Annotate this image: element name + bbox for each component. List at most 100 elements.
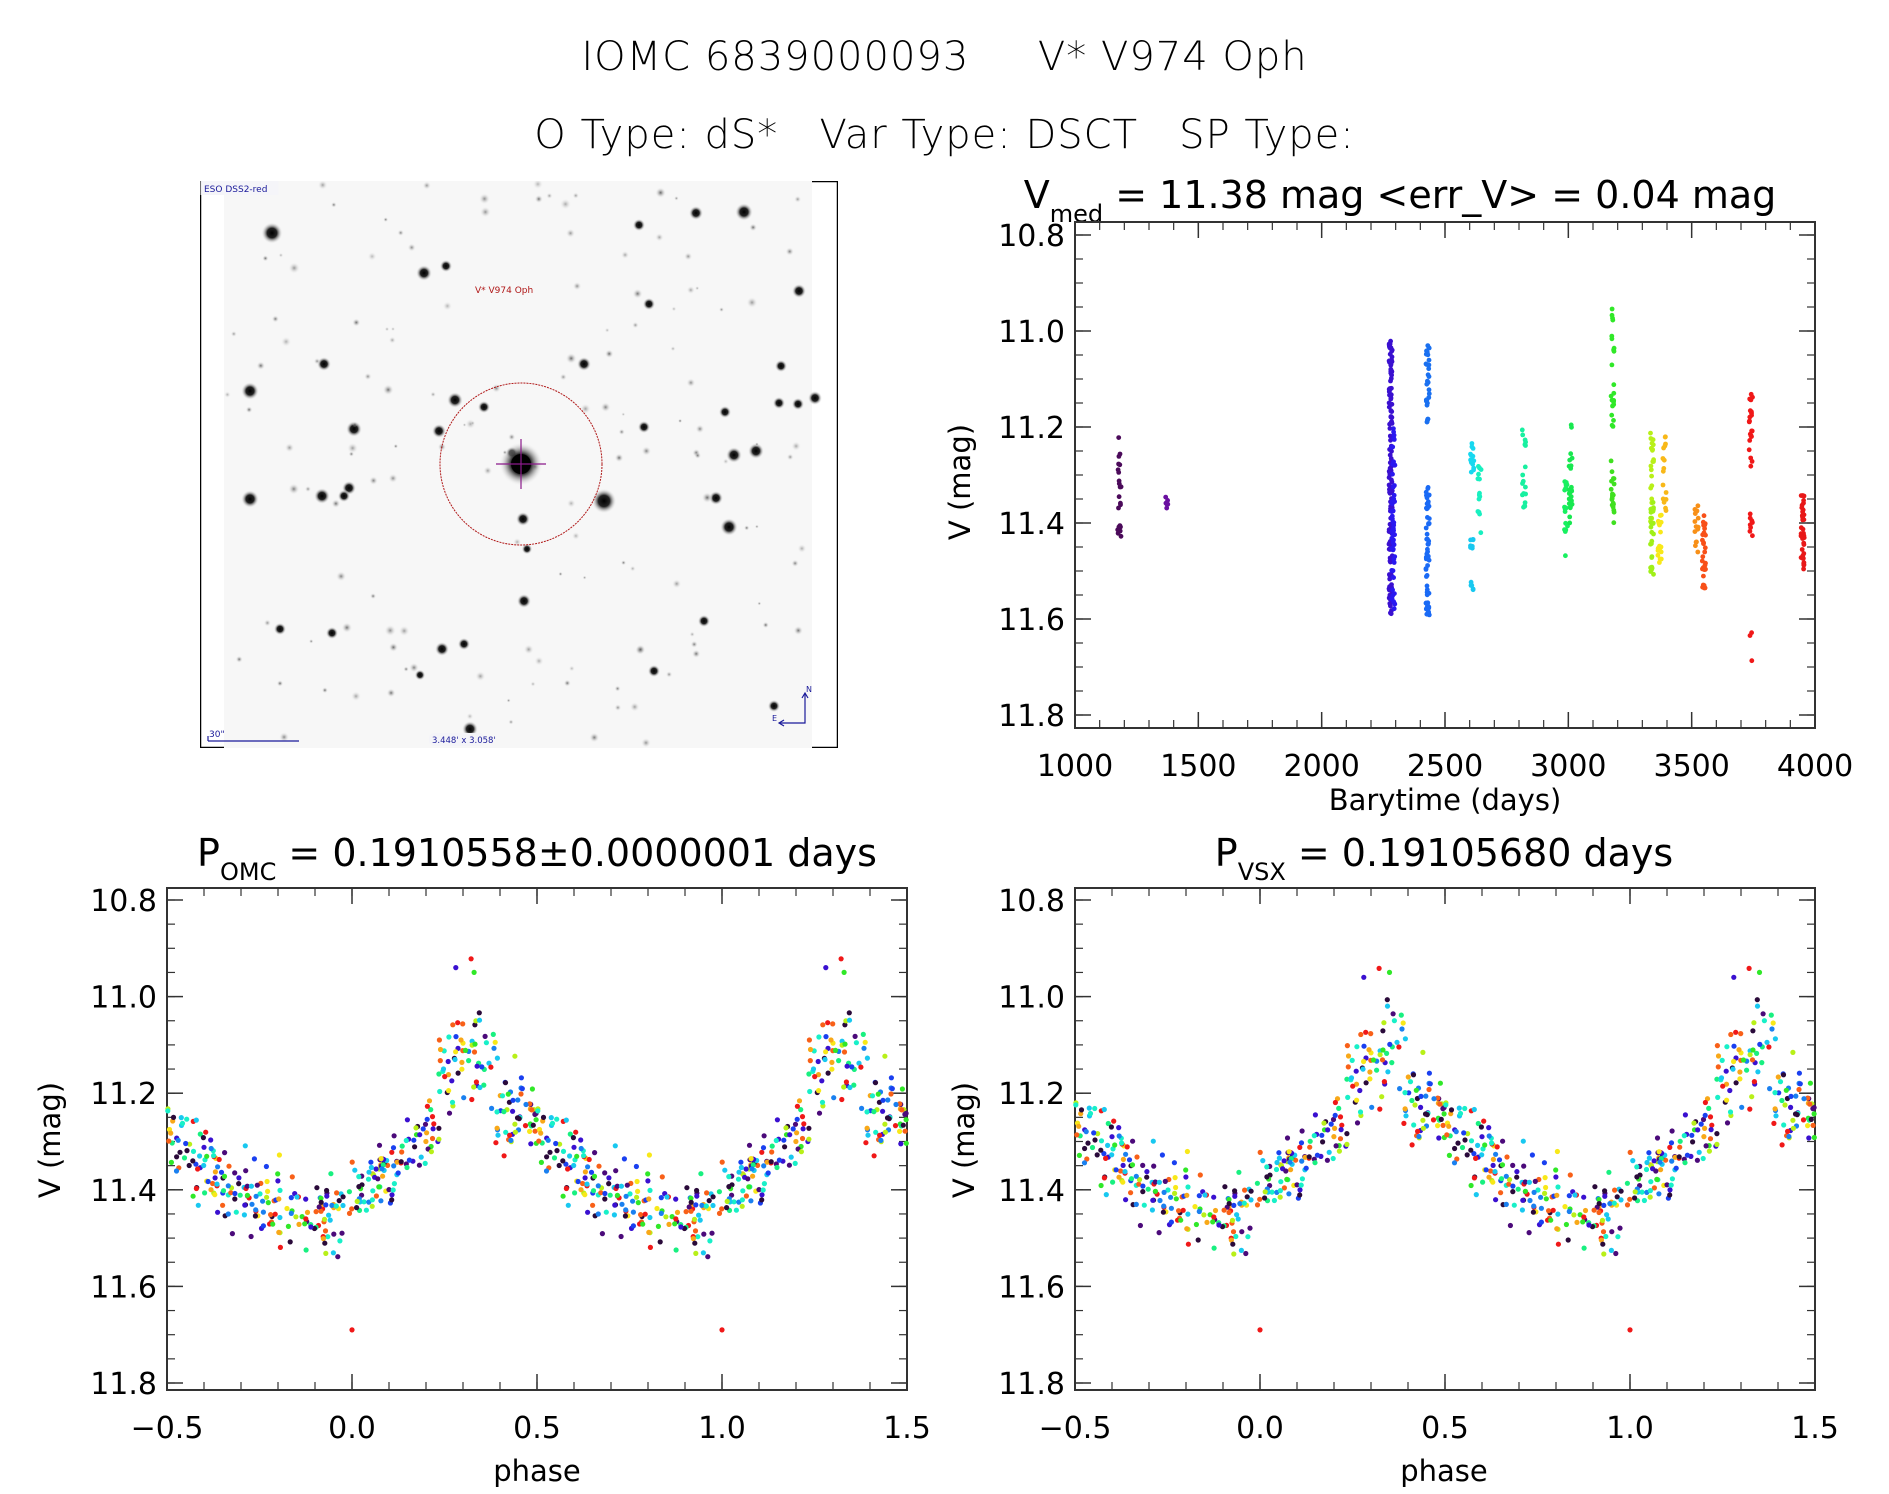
phase-vsx-ylabel: V (mag): [947, 1082, 981, 1198]
faint-star: [442, 301, 453, 311]
data-point: [1634, 1174, 1640, 1180]
data-point: [424, 1116, 430, 1122]
data-point: [1406, 1090, 1412, 1096]
data-point: [1424, 583, 1430, 589]
star: [688, 205, 704, 221]
x-tick-label: −0.5: [1039, 1411, 1112, 1446]
data-point: [843, 1079, 850, 1085]
x-tick-label: −0.5: [131, 1411, 204, 1446]
data-point: [417, 1132, 423, 1138]
data-point: [678, 1224, 684, 1230]
faint-star: [694, 451, 702, 460]
data-point: [1746, 965, 1752, 971]
data-point: [270, 1221, 276, 1227]
data-point: [302, 1221, 308, 1227]
data-point: [1398, 1012, 1404, 1018]
data-point: [707, 1238, 713, 1244]
data-point: [276, 1196, 282, 1202]
data-point: [1737, 1076, 1743, 1082]
data-point: [719, 1327, 725, 1333]
data-point: [1510, 1162, 1516, 1168]
data-point: [431, 1121, 437, 1127]
data-point: [1506, 1177, 1513, 1183]
data-point: [783, 1125, 789, 1131]
data-point: [1476, 464, 1481, 469]
data-point: [404, 1117, 410, 1123]
data-point: [1772, 1106, 1778, 1112]
data-point: [1185, 1184, 1191, 1190]
data-point: [1391, 426, 1396, 431]
data-point: [595, 1183, 601, 1189]
data-point: [554, 1116, 560, 1122]
data-point: [1639, 1189, 1645, 1195]
data-point: [476, 1017, 483, 1023]
data-point: [864, 1109, 870, 1115]
data-point: [211, 1153, 217, 1159]
data-point: [719, 1206, 725, 1212]
data-point: [1160, 1209, 1166, 1215]
data-point: [324, 1193, 330, 1199]
data-point: [450, 1022, 456, 1028]
data-point: [1702, 521, 1708, 526]
east-label: E: [772, 714, 777, 723]
data-point: [1668, 1182, 1674, 1188]
data-point: [1693, 543, 1698, 549]
data-point: [1701, 583, 1707, 588]
data-point: [1807, 1080, 1813, 1086]
data-point: [1361, 974, 1367, 980]
data-point: [1510, 1189, 1516, 1195]
data-point: [1801, 498, 1806, 503]
faint-star: [677, 418, 683, 424]
data-point: [453, 965, 459, 971]
data-point: [1715, 1064, 1721, 1070]
data-point: [193, 1161, 199, 1167]
data-point: [1511, 1202, 1517, 1208]
data-point: [424, 1103, 430, 1109]
data-point: [565, 1166, 571, 1172]
data-point: [1307, 1138, 1313, 1144]
data-point: [1284, 1135, 1291, 1141]
faint-star: [572, 192, 580, 199]
faint-star: [695, 424, 705, 434]
data-point: [1438, 1116, 1444, 1122]
data-point: [1113, 1167, 1119, 1173]
data-point: [553, 1140, 559, 1147]
data-point: [1611, 390, 1617, 396]
data-point: [479, 1064, 485, 1070]
faint-star: [383, 217, 389, 223]
data-point: [859, 1105, 865, 1111]
data-point: [819, 1099, 826, 1105]
data-point: [1441, 1111, 1447, 1117]
data-point: [776, 1157, 783, 1163]
data-point: [1770, 1020, 1776, 1026]
data-point: [1388, 408, 1394, 413]
data-point: [1119, 1140, 1125, 1146]
data-point: [1581, 1245, 1587, 1251]
data-point: [1126, 1157, 1133, 1163]
data-point: [212, 1175, 218, 1181]
star: [718, 405, 732, 419]
data-point: [1391, 606, 1397, 612]
data-point: [1185, 1211, 1191, 1217]
data-point: [739, 1197, 746, 1203]
data-point: [722, 1167, 728, 1173]
phase-omc-chart: POMC = 0.1910558±0.0000001 days −0.5 0.0 0…: [33, 831, 931, 1488]
data-point: [469, 1096, 475, 1103]
data-point: [1567, 514, 1573, 520]
star: [261, 222, 283, 244]
data-point: [794, 1116, 800, 1122]
faint-star: [388, 473, 398, 484]
faint-star: [571, 531, 581, 541]
data-point: [1750, 520, 1755, 525]
data-point: [221, 1173, 228, 1179]
data-point: [567, 1131, 573, 1137]
data-point: [1390, 587, 1395, 593]
data-point: [1117, 523, 1123, 528]
data-point: [1387, 487, 1392, 492]
data-point: [195, 1166, 201, 1172]
data-point: [1387, 426, 1393, 431]
data-point: [314, 1185, 320, 1191]
data-point: [1468, 543, 1473, 549]
data-point: [1568, 466, 1574, 471]
lightcurve-points: [1115, 306, 1807, 664]
